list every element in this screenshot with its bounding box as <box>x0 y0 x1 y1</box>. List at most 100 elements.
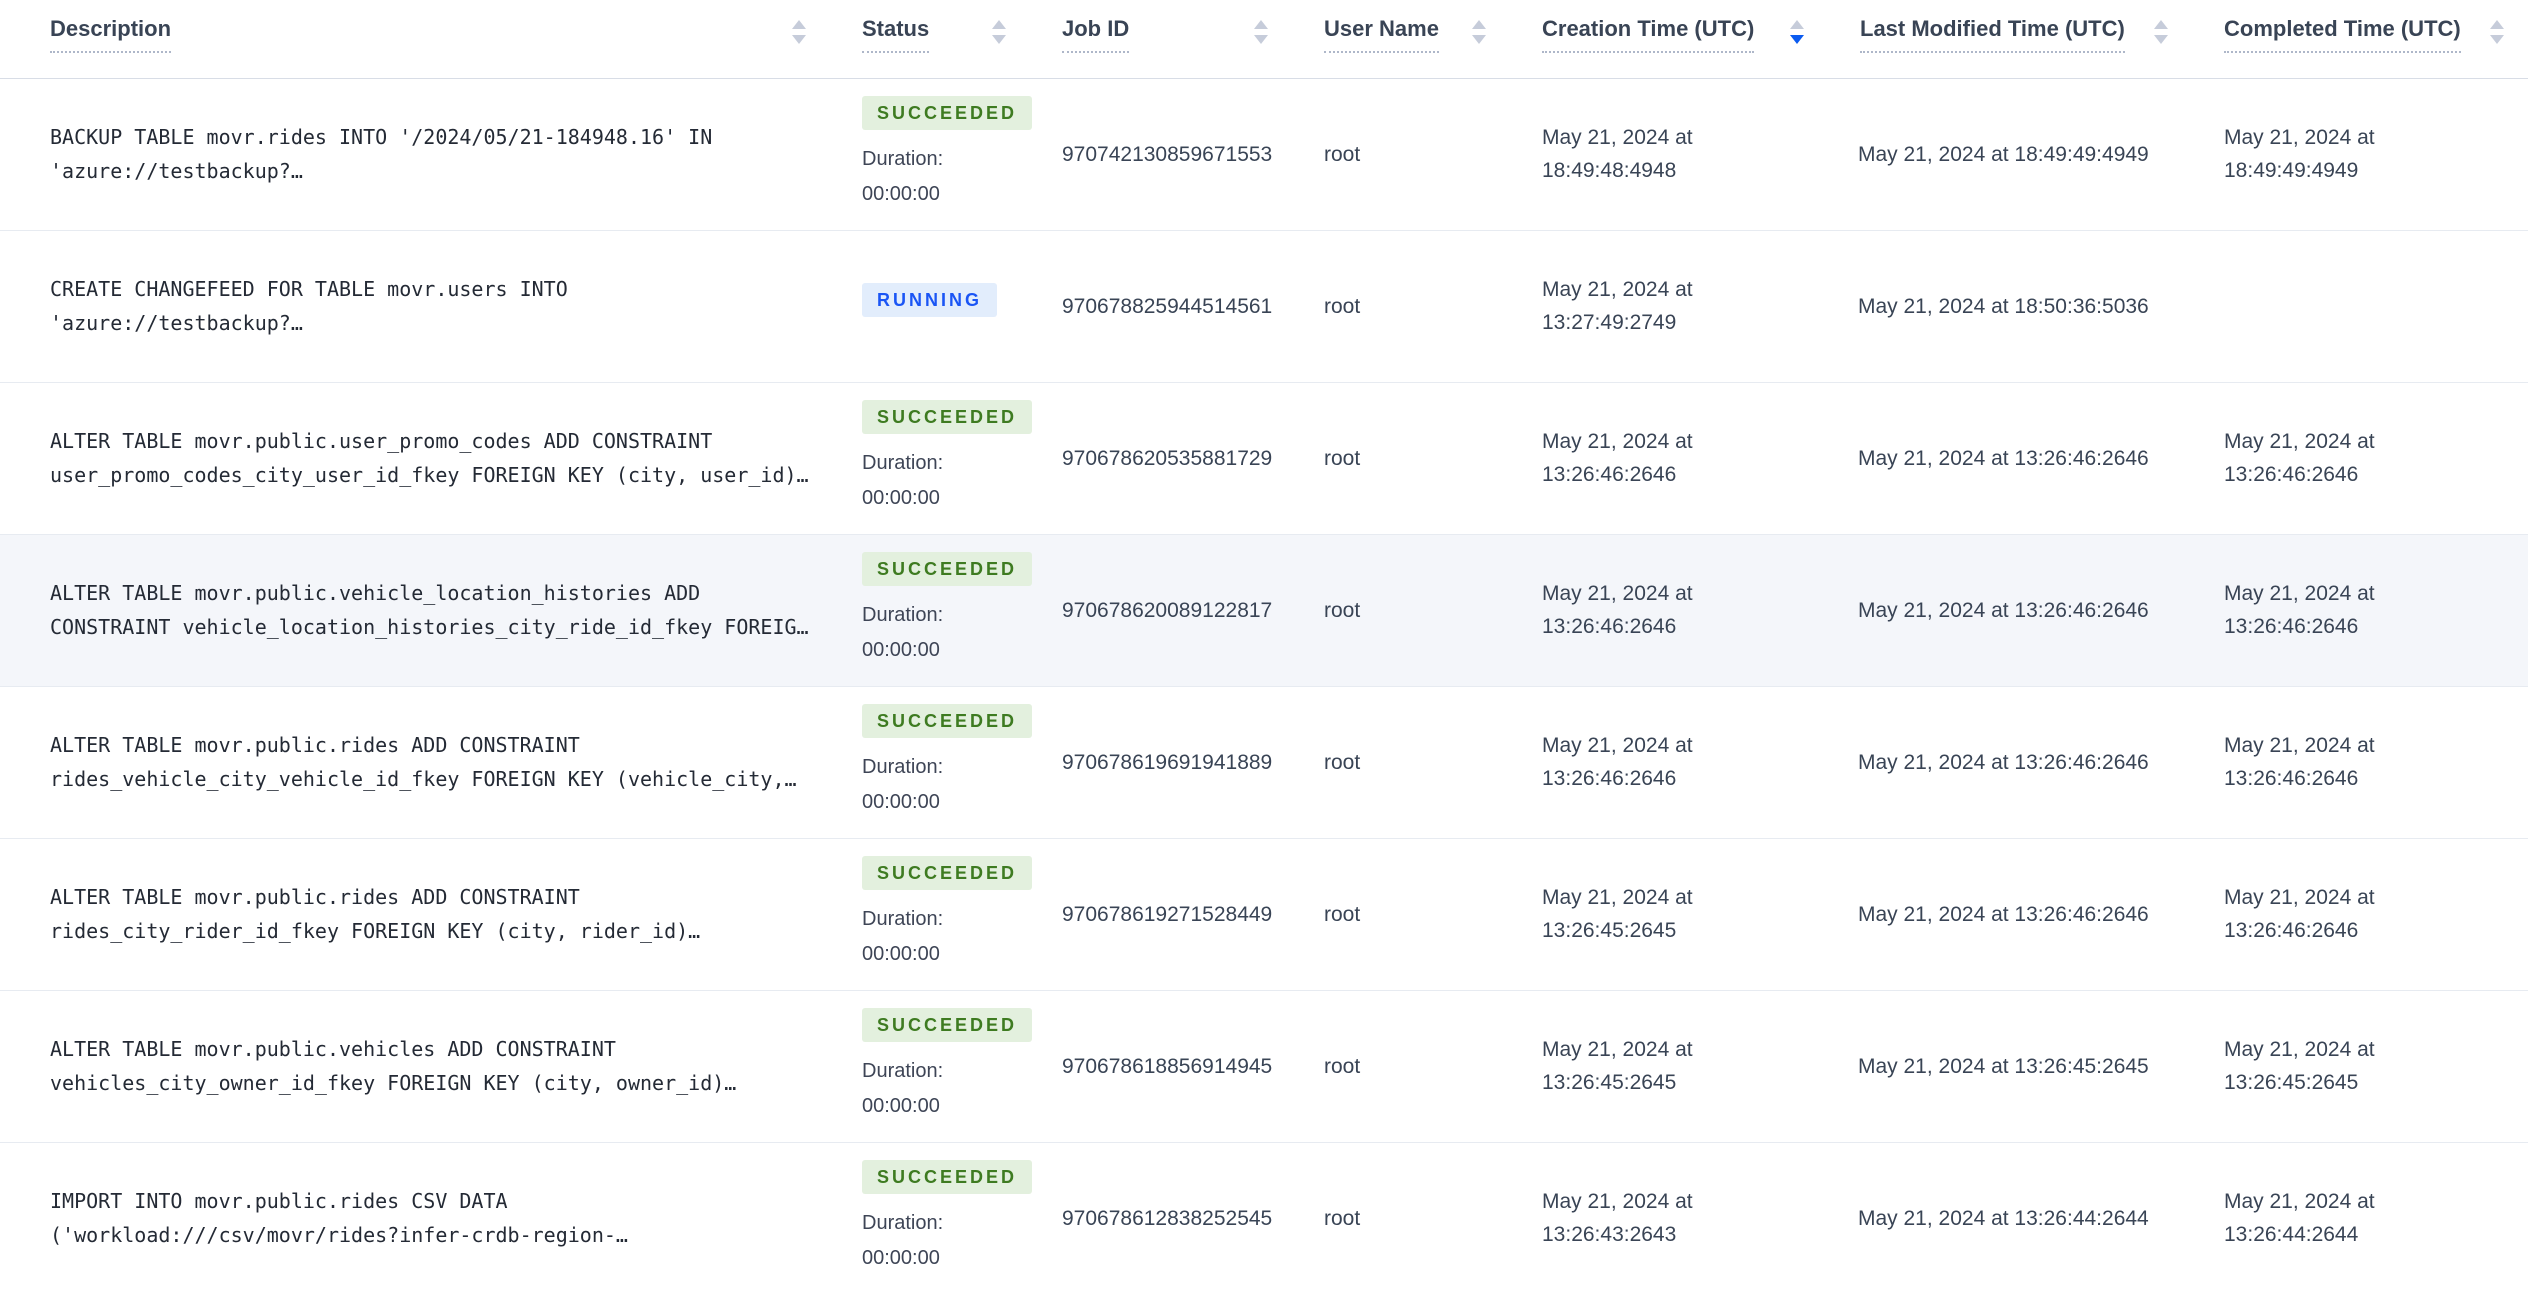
job-status-cell: SUCCEEDED Duration: 00:00:00 <box>830 990 1033 1142</box>
job-description[interactable]: ALTER TABLE movr.public.vehicle_location… <box>50 581 809 639</box>
job-description-cell[interactable]: IMPORT INTO movr.public.rides CSV DATA (… <box>0 1142 830 1292</box>
column-label-last-modified-time: Last Modified Time (UTC) <box>1860 16 2125 53</box>
job-id-cell: 970742130859671553 <box>1062 142 1273 166</box>
column-label-description: Description <box>50 16 172 53</box>
job-id-cell: 970678612838252545 <box>1062 1206 1273 1230</box>
duration-value: 00:00:00 <box>862 1247 940 1269</box>
job-status-cell: SUCCEEDED Duration: 00:00:00 <box>830 78 1033 230</box>
duration-label: Duration: <box>862 908 944 930</box>
duration-value: 00:00:00 <box>862 183 940 205</box>
last-modified-time-cell: May 21, 2024 at 13:26:46:2646 <box>1858 598 2149 622</box>
completed-time-cell: May 21, 2024 at 13:26:46:2646 <box>2224 886 2375 942</box>
job-description[interactable]: ALTER TABLE movr.public.rides ADD CONSTR… <box>50 733 797 791</box>
last-modified-time-cell: May 21, 2024 at 13:26:46:2646 <box>1858 750 2149 774</box>
column-header-description[interactable]: Description <box>0 0 830 79</box>
status-badge: SUCCEEDED <box>862 96 1033 130</box>
duration-label: Duration: <box>862 604 944 626</box>
column-header-user-name[interactable]: User Name <box>1292 0 1510 79</box>
completed-time-cell: May 21, 2024 at 13:26:45:2645 <box>2224 1038 2375 1094</box>
status-badge: RUNNING <box>862 283 997 317</box>
last-modified-time-cell: May 21, 2024 at 13:26:44:2644 <box>1858 1206 2149 1230</box>
job-description-cell[interactable]: CREATE CHANGEFEED FOR TABLE movr.users I… <box>0 230 830 382</box>
table-row[interactable]: ALTER TABLE movr.public.user_promo_codes… <box>0 382 2528 534</box>
column-header-job-id[interactable]: Job ID <box>1030 0 1292 79</box>
sort-icon[interactable] <box>2490 20 2504 44</box>
user-name-cell: root <box>1324 902 1361 926</box>
creation-time-cell: May 21, 2024 at 18:49:48:4948 <box>1542 126 1693 182</box>
job-status-cell: SUCCEEDED Duration: 00:00:00 <box>830 534 1033 686</box>
job-description[interactable]: IMPORT INTO movr.public.rides CSV DATA (… <box>50 1189 628 1247</box>
job-description-cell[interactable]: ALTER TABLE movr.public.user_promo_codes… <box>0 382 830 534</box>
sort-icon[interactable] <box>992 20 1006 44</box>
creation-time-cell: May 21, 2024 at 13:26:45:2645 <box>1542 886 1693 942</box>
job-id-cell: 970678619691941889 <box>1062 750 1273 774</box>
job-description-cell[interactable]: ALTER TABLE movr.public.vehicle_location… <box>0 534 830 686</box>
column-header-status[interactable]: Status <box>830 0 1030 79</box>
user-name-cell: root <box>1324 294 1361 318</box>
duration-value: 00:00:00 <box>862 639 940 661</box>
completed-time-cell: May 21, 2024 at 13:26:46:2646 <box>2224 582 2375 638</box>
last-modified-time-cell: May 21, 2024 at 18:50:36:5036 <box>1858 294 2149 318</box>
table-row[interactable]: ALTER TABLE movr.public.rides ADD CONSTR… <box>0 838 2528 990</box>
user-name-cell: root <box>1324 598 1361 622</box>
sort-icon[interactable] <box>1472 20 1486 44</box>
duration-value: 00:00:00 <box>862 791 940 813</box>
job-duration: Duration: 00:00:00 <box>862 1206 1006 1276</box>
table-row[interactable]: IMPORT INTO movr.public.rides CSV DATA (… <box>0 1142 2528 1292</box>
job-id-cell: 970678618856914945 <box>1062 1054 1273 1078</box>
job-status-cell: RUNNING <box>830 230 1030 382</box>
creation-time-cell: May 21, 2024 at 13:26:46:2646 <box>1542 582 1693 638</box>
job-id-cell: 970678825944514561 <box>1062 294 1273 318</box>
column-label-job-id: Job ID <box>1062 16 1130 53</box>
job-description-cell[interactable]: BACKUP TABLE movr.rides INTO '/2024/05/2… <box>0 78 830 230</box>
job-description[interactable]: ALTER TABLE movr.public.vehicles ADD CON… <box>50 1037 737 1095</box>
job-duration: Duration: 00:00:00 <box>862 142 1006 212</box>
sort-icon[interactable] <box>792 20 806 44</box>
table-row[interactable]: BACKUP TABLE movr.rides INTO '/2024/05/2… <box>0 78 2528 230</box>
job-duration: Duration: 00:00:00 <box>862 598 1006 668</box>
column-header-completed-time[interactable]: Completed Time (UTC) <box>2192 0 2528 79</box>
column-label-completed-time: Completed Time (UTC) <box>2224 16 2461 53</box>
sort-icon[interactable] <box>1254 20 1268 44</box>
sort-icon[interactable] <box>2154 20 2168 44</box>
last-modified-time-cell: May 21, 2024 at 13:26:46:2646 <box>1858 902 2149 926</box>
last-modified-time-cell: May 21, 2024 at 13:26:46:2646 <box>1858 446 2149 470</box>
completed-time-cell: May 21, 2024 at 13:26:44:2644 <box>2224 1190 2375 1246</box>
creation-time-cell: May 21, 2024 at 13:26:45:2645 <box>1542 1038 1693 1094</box>
creation-time-cell: May 21, 2024 at 13:27:49:2749 <box>1542 278 1693 334</box>
status-badge: SUCCEEDED <box>862 704 1033 738</box>
job-description[interactable]: ALTER TABLE movr.public.rides ADD CONSTR… <box>50 885 701 943</box>
user-name-cell: root <box>1324 750 1361 774</box>
table-row[interactable]: ALTER TABLE movr.public.vehicles ADD CON… <box>0 990 2528 1142</box>
creation-time-cell: May 21, 2024 at 13:26:46:2646 <box>1542 734 1693 790</box>
creation-time-cell: May 21, 2024 at 13:26:46:2646 <box>1542 430 1693 486</box>
duration-label: Duration: <box>862 148 944 170</box>
completed-time-cell: May 21, 2024 at 13:26:46:2646 <box>2224 734 2375 790</box>
table-row[interactable]: CREATE CHANGEFEED FOR TABLE movr.users I… <box>0 230 2528 382</box>
job-status-cell: SUCCEEDED Duration: 00:00:00 <box>830 838 1033 990</box>
table-row[interactable]: ALTER TABLE movr.public.vehicle_location… <box>0 534 2528 686</box>
job-duration: Duration: 00:00:00 <box>862 750 1006 820</box>
sort-icon-active-desc[interactable] <box>1790 20 1804 44</box>
job-description-cell[interactable]: ALTER TABLE movr.public.vehicles ADD CON… <box>0 990 830 1142</box>
job-description[interactable]: BACKUP TABLE movr.rides INTO '/2024/05/2… <box>50 125 713 183</box>
column-header-last-modified-time[interactable]: Last Modified Time (UTC) <box>1828 0 2192 79</box>
status-badge: SUCCEEDED <box>862 1008 1033 1042</box>
job-id-cell: 970678619271528449 <box>1062 902 1273 926</box>
job-description[interactable]: CREATE CHANGEFEED FOR TABLE movr.users I… <box>50 277 568 335</box>
column-label-status: Status <box>862 16 930 53</box>
status-badge: SUCCEEDED <box>862 552 1033 586</box>
table-row[interactable]: ALTER TABLE movr.public.rides ADD CONSTR… <box>0 686 2528 838</box>
job-id-cell: 970678620089122817 <box>1062 598 1273 622</box>
job-description-cell[interactable]: ALTER TABLE movr.public.rides ADD CONSTR… <box>0 686 830 838</box>
completed-time-cell: May 21, 2024 at 18:49:49:4949 <box>2224 126 2375 182</box>
job-duration: Duration: 00:00:00 <box>862 902 1006 972</box>
column-header-creation-time[interactable]: Creation Time (UTC) <box>1510 0 1828 79</box>
job-description[interactable]: ALTER TABLE movr.public.user_promo_codes… <box>50 429 809 487</box>
job-description-cell[interactable]: ALTER TABLE movr.public.rides ADD CONSTR… <box>0 838 830 990</box>
duration-label: Duration: <box>862 756 944 778</box>
status-badge: SUCCEEDED <box>862 856 1033 890</box>
completed-time-cell: May 21, 2024 at 13:26:46:2646 <box>2224 430 2375 486</box>
user-name-cell: root <box>1324 142 1361 166</box>
